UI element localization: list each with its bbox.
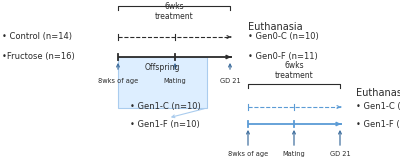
Text: • Control (n=14): • Control (n=14) bbox=[2, 32, 72, 41]
Text: •Fructose (n=16): •Fructose (n=16) bbox=[2, 52, 75, 61]
Text: GD 21: GD 21 bbox=[330, 151, 350, 157]
Text: 8wks of age: 8wks of age bbox=[98, 78, 138, 84]
Text: 6wks
treatment: 6wks treatment bbox=[155, 2, 193, 21]
FancyBboxPatch shape bbox=[118, 57, 207, 108]
Text: GD 21: GD 21 bbox=[220, 78, 240, 84]
Text: • Gen0-C (n=10): • Gen0-C (n=10) bbox=[248, 32, 319, 41]
Text: Euthanasia: Euthanasia bbox=[356, 88, 400, 98]
Text: • Gen0-F (n=11): • Gen0-F (n=11) bbox=[248, 52, 318, 61]
Text: Offspring: Offspring bbox=[145, 63, 180, 72]
Text: Mating: Mating bbox=[164, 78, 186, 84]
Text: 6wks
treatment: 6wks treatment bbox=[275, 61, 313, 80]
Text: 8wks of age: 8wks of age bbox=[228, 151, 268, 157]
Text: • Gen1-F (n=10): • Gen1-F (n=10) bbox=[356, 120, 400, 128]
Text: Euthanasia: Euthanasia bbox=[248, 22, 303, 32]
Text: Mating: Mating bbox=[283, 151, 305, 157]
Text: • Gen1-C (n=10): • Gen1-C (n=10) bbox=[130, 103, 201, 112]
Text: • Gen1-C (n=10): • Gen1-C (n=10) bbox=[356, 103, 400, 112]
Text: • Gen1-F (n=10): • Gen1-F (n=10) bbox=[130, 120, 200, 128]
